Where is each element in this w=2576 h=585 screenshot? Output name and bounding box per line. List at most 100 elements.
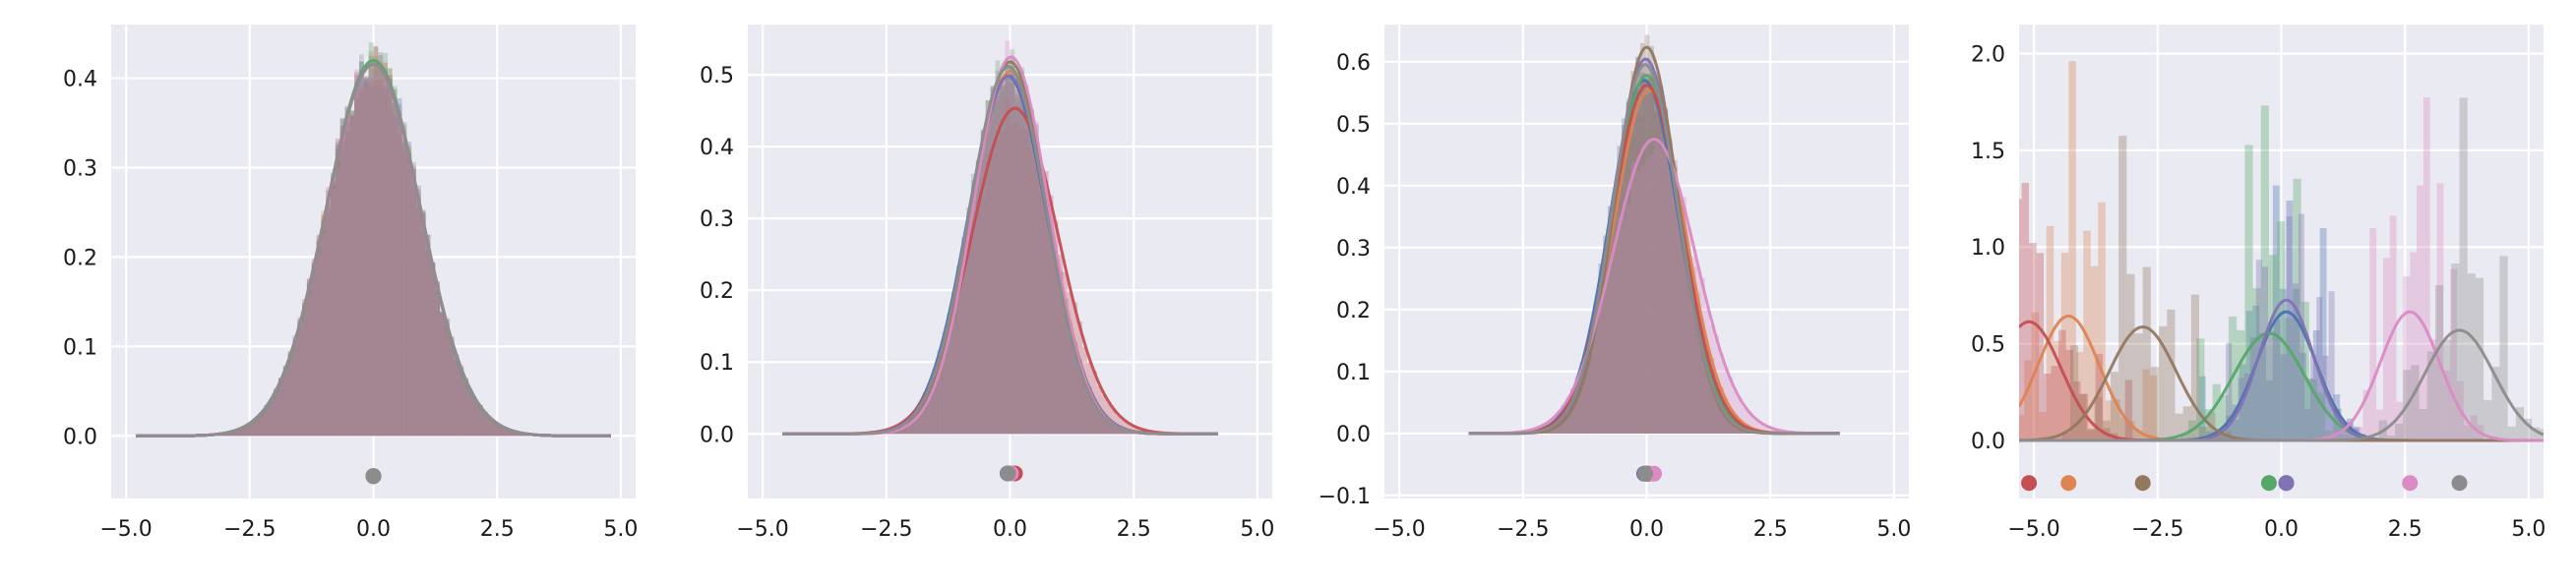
hist-bar [1751, 416, 1756, 434]
hist-bar [1932, 437, 1940, 440]
hist-bar [274, 390, 278, 437]
x-tick-label: 5.0 [1876, 517, 1911, 542]
hist-bar [942, 331, 948, 435]
hist-bar [2423, 97, 2430, 440]
histogram-series-7 [874, 40, 1145, 435]
hist-bar [506, 429, 512, 437]
hist-bar [1769, 428, 1775, 434]
x-tick-label: −2.5 [860, 517, 912, 542]
hist-bar [1644, 78, 1650, 434]
hist-bar [444, 327, 450, 437]
hist-bar [2213, 433, 2220, 440]
hist-bar [387, 78, 393, 437]
hist-bar [449, 337, 455, 437]
histogram-series-2 [869, 71, 1150, 435]
hist-bar [1709, 370, 1715, 434]
hist-bar [1649, 45, 1655, 434]
hist-bar [1709, 357, 1715, 434]
hist-bar [506, 430, 512, 437]
hist-bar [277, 382, 283, 437]
hist-bar [359, 69, 364, 437]
hist-bar [1672, 166, 1678, 434]
histogram-series-6 [2061, 136, 2232, 440]
hist-bar [956, 274, 962, 435]
hist-bar [970, 201, 976, 435]
hist-bar [406, 142, 412, 437]
hist-bar [970, 180, 976, 435]
hist-bar [292, 338, 298, 437]
hist-bar [287, 351, 293, 437]
hist-bar [406, 152, 412, 437]
hist-bar [482, 411, 488, 437]
hist-bar [2118, 136, 2127, 440]
hist-bar [1574, 387, 1580, 434]
hist-bar [1593, 307, 1599, 434]
hist-bar [444, 325, 450, 437]
hist-bar [1719, 353, 1724, 434]
hist-bar [420, 213, 426, 437]
hist-bar [927, 386, 933, 435]
hist-bar [482, 413, 488, 437]
hist-bar [961, 243, 967, 435]
histogram-series-5 [864, 73, 1150, 435]
hist-bar [264, 406, 270, 437]
hist-bar [1574, 380, 1580, 434]
hist-bar [1082, 377, 1087, 435]
hist-bar [344, 107, 350, 437]
hist-bar [230, 431, 236, 437]
hist-bar [1068, 329, 1073, 435]
hist-bar [269, 400, 275, 437]
histogram-series-5 [207, 68, 545, 437]
hist-bar [249, 422, 255, 437]
hist-bar [1121, 429, 1127, 435]
hist-bar [1121, 429, 1127, 435]
hist-bar [292, 343, 298, 437]
hist-bar [1630, 109, 1636, 434]
hist-bar [383, 52, 388, 437]
hist-bar [1649, 72, 1655, 434]
hist-bar [1033, 121, 1039, 435]
hist-bar [1019, 71, 1025, 435]
hist-bar [1733, 424, 1738, 434]
hist-bar [387, 106, 393, 437]
hist-bar [387, 68, 393, 437]
hist-bar [311, 270, 317, 437]
hist-bar [1622, 157, 1626, 434]
hist-bar [477, 405, 483, 437]
hist-bar [2212, 383, 2221, 440]
hist-bar [1068, 330, 1073, 435]
hist-bar [240, 427, 246, 437]
hist-bar [912, 414, 918, 435]
hist-bar [411, 181, 416, 437]
hist-bar [2232, 419, 2239, 440]
x-tick-label: 2.5 [2388, 517, 2423, 542]
hist-bar [383, 88, 388, 437]
y-tick-label: 0.4 [1336, 175, 1371, 200]
hist-bar [956, 290, 962, 435]
hist-bar [1014, 89, 1020, 435]
hist-bar [240, 427, 246, 437]
x-tick-label: 5.0 [603, 517, 638, 542]
hist-bar [2105, 400, 2114, 440]
plot-area [136, 42, 611, 485]
hist-bar [1704, 373, 1710, 434]
hist-bar [1589, 327, 1594, 434]
hist-bar [1058, 279, 1064, 435]
hist-bar [980, 131, 986, 435]
hist-bar [420, 212, 426, 437]
hist-bar [1116, 426, 1122, 435]
hist-bar [459, 366, 464, 437]
hist-bar [1630, 71, 1636, 434]
hist-bar [1014, 83, 1020, 435]
hist-bar [1082, 346, 1087, 435]
hist-bar [1073, 344, 1078, 435]
hist-bar [1644, 34, 1650, 434]
y-tick-label: 0.4 [63, 68, 97, 92]
hist-bar [1593, 322, 1599, 434]
hist-bar [459, 370, 464, 437]
hist-bar [449, 340, 455, 437]
hist-bar [245, 424, 250, 437]
hist-bar [947, 322, 952, 435]
hist-bar [1019, 77, 1025, 435]
hist-bar [1565, 405, 1571, 434]
